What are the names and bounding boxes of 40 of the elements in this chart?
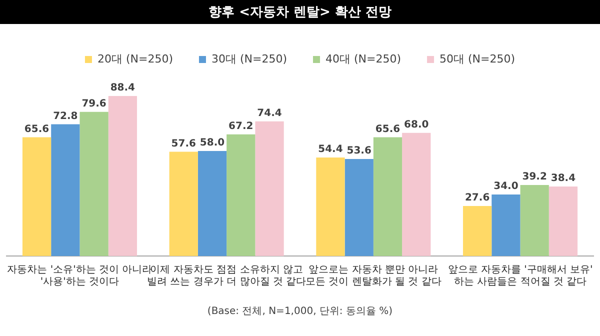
x-tick-label: 앞으로는 자동차 뿐만 아니라 모든 것이 렌탈화가 될 것 같다 bbox=[305, 264, 442, 288]
bar bbox=[402, 132, 431, 256]
data-label: 65.6 bbox=[24, 124, 50, 135]
bar bbox=[492, 194, 520, 256]
bar bbox=[373, 137, 402, 256]
bar bbox=[463, 206, 492, 256]
bar bbox=[198, 151, 227, 256]
data-label: 53.6 bbox=[346, 146, 372, 157]
bar bbox=[226, 134, 256, 256]
bar bbox=[169, 152, 198, 256]
data-label: 57.6 bbox=[171, 138, 196, 150]
data-label: 68.0 bbox=[404, 120, 429, 131]
data-label: 27.6 bbox=[464, 192, 490, 204]
data-label: 65.6 bbox=[375, 124, 400, 135]
bar bbox=[316, 158, 345, 256]
legend-label: 20대 (N=250) bbox=[97, 52, 173, 66]
bar bbox=[344, 158, 374, 256]
x-tick-label: 앞으로 자동차를 '구매해서 보유' 하는 사람들은 적어질 것 같다 bbox=[448, 264, 593, 288]
data-label: 79.6 bbox=[82, 98, 106, 110]
data-label: 34.0 bbox=[494, 181, 518, 192]
data-label: 39.2 bbox=[522, 172, 547, 183]
bar bbox=[548, 186, 578, 256]
legend-label: 50대 (N=250) bbox=[440, 52, 516, 66]
data-label: 67.2 bbox=[228, 120, 254, 132]
bar bbox=[80, 112, 108, 256]
bar bbox=[520, 185, 549, 256]
data-label: 38.4 bbox=[550, 173, 576, 184]
bar bbox=[22, 137, 52, 256]
legend-label: 30대 (N=250) bbox=[211, 52, 288, 66]
data-label: 88.4 bbox=[110, 82, 136, 94]
data-label: 54.4 bbox=[318, 144, 343, 156]
data-label: 74.4 bbox=[257, 108, 282, 119]
text: (Base: 전체, N=1,000, 단위: 동의율 %) bbox=[206, 305, 394, 318]
data-label: 58.0 bbox=[200, 138, 225, 149]
legend-label: 40대 (N=250) bbox=[326, 52, 402, 66]
bar bbox=[51, 124, 80, 256]
chart-title: 향후 <자동차 렌탈> 확산 전망 bbox=[0, 0, 600, 24]
data-label: 72.8 bbox=[53, 110, 78, 122]
bar bbox=[255, 121, 284, 256]
bar bbox=[108, 96, 137, 256]
